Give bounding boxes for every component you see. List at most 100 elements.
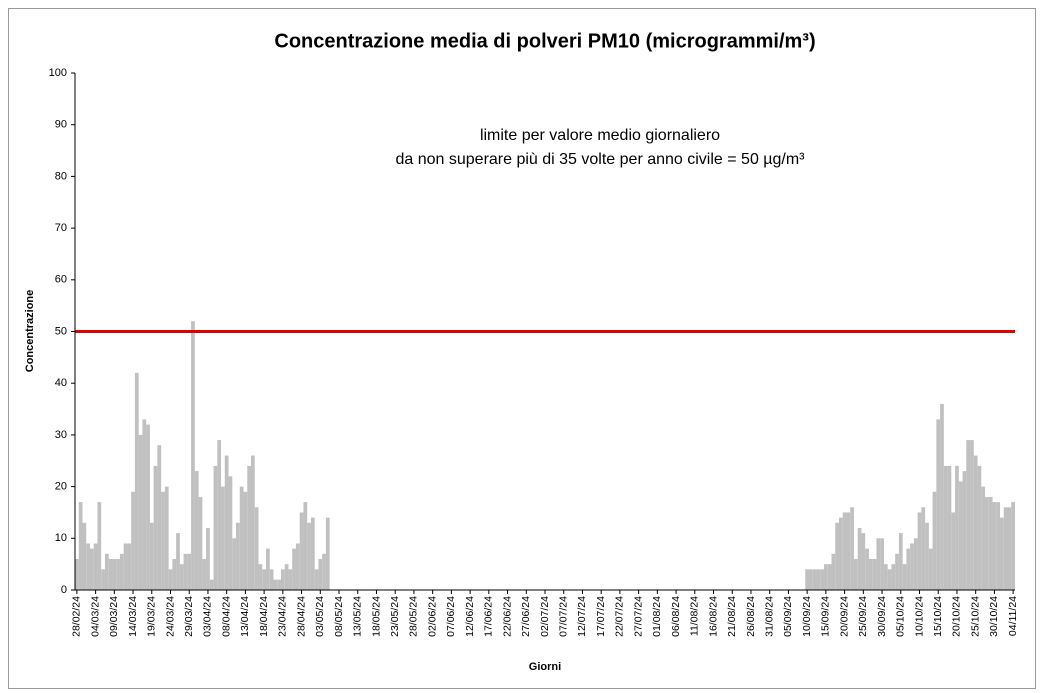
bar — [962, 471, 967, 590]
bar — [228, 476, 233, 590]
y-tick-label: 50 — [55, 325, 67, 337]
bar — [149, 522, 154, 590]
bar — [168, 569, 173, 590]
x-tick-label: 17/06/24 — [483, 596, 495, 637]
y-tick-label: 60 — [55, 274, 67, 286]
bar — [846, 512, 851, 590]
x-tick-label: 27/07/24 — [632, 596, 644, 637]
bar — [842, 512, 847, 590]
bar — [176, 533, 180, 590]
bar — [280, 569, 285, 590]
x-tick-label: 23/05/24 — [389, 596, 401, 637]
bar — [265, 548, 270, 590]
y-tick-label: 70 — [55, 222, 67, 234]
bar — [299, 512, 304, 590]
x-tick-label: 28/05/24 — [408, 596, 420, 637]
bar — [86, 543, 90, 590]
x-tick-label: 19/03/24 — [146, 596, 158, 637]
bar — [322, 553, 326, 590]
bar — [1000, 517, 1004, 590]
bar — [183, 553, 188, 590]
bar — [112, 558, 117, 590]
bar — [853, 558, 858, 590]
y-tick-label: 100 — [49, 67, 67, 79]
x-tick-label: 28/02/24 — [71, 596, 83, 637]
x-tick-label: 12/07/24 — [576, 596, 588, 637]
bar — [269, 569, 274, 590]
bar — [831, 553, 836, 590]
y-tick-label: 10 — [55, 532, 67, 544]
x-tick-label: 02/06/24 — [426, 596, 438, 637]
bar — [116, 558, 120, 590]
bar — [809, 569, 813, 590]
bar — [947, 465, 952, 590]
x-tick-label: 01/08/24 — [651, 596, 663, 637]
bar — [75, 558, 79, 590]
bar — [996, 502, 1001, 590]
bar — [254, 507, 259, 590]
x-tick-label: 18/05/24 — [370, 596, 382, 637]
bar — [936, 419, 941, 590]
x-tick-label: 30/09/24 — [876, 596, 888, 637]
x-tick-label: 02/07/24 — [539, 596, 551, 637]
bar — [891, 564, 896, 590]
x-tick-label: 05/09/24 — [782, 596, 794, 637]
bar — [951, 512, 956, 590]
bar — [973, 455, 978, 590]
bar — [988, 496, 993, 590]
bar — [985, 496, 989, 590]
bar — [883, 564, 888, 590]
bar — [868, 558, 873, 590]
bar — [164, 486, 169, 590]
x-tick-label: 30/10/24 — [988, 596, 1000, 637]
bar — [236, 522, 240, 590]
x-tick-label: 05/10/24 — [895, 596, 907, 637]
bar — [172, 558, 177, 590]
bar — [895, 553, 899, 590]
bar — [217, 440, 222, 590]
bar — [153, 465, 158, 590]
bar — [876, 538, 881, 590]
x-tick-label: 13/05/24 — [352, 596, 364, 637]
bar — [198, 496, 203, 590]
bar — [1011, 502, 1015, 590]
bar — [108, 558, 113, 590]
bar — [906, 548, 911, 590]
bar — [134, 372, 139, 590]
bar — [820, 569, 825, 590]
bar — [258, 564, 263, 590]
bar — [857, 527, 862, 590]
x-tick-label: 17/07/24 — [595, 596, 607, 637]
bar — [89, 548, 94, 590]
bar — [138, 434, 143, 590]
bar — [213, 465, 218, 590]
x-tick-label: 25/09/24 — [857, 596, 869, 637]
x-tick-label: 13/04/24 — [239, 596, 251, 637]
y-tick-label: 20 — [55, 481, 67, 493]
bar — [303, 502, 308, 590]
bar — [288, 569, 293, 590]
x-tick-label: 23/04/24 — [277, 596, 289, 637]
bar — [127, 543, 132, 590]
bar — [977, 465, 982, 590]
x-tick-label: 31/08/24 — [763, 596, 775, 637]
bar — [119, 553, 124, 590]
x-tick-label: 12/06/24 — [464, 596, 476, 637]
bar — [835, 522, 839, 590]
bar — [131, 491, 135, 590]
bar — [157, 445, 162, 590]
x-tick-label: 08/05/24 — [333, 596, 345, 637]
bar — [221, 486, 225, 590]
bar — [850, 507, 854, 590]
x-tick-label: 20/10/24 — [951, 596, 963, 637]
bar — [209, 579, 214, 590]
bar — [872, 558, 877, 590]
x-tick-label: 20/09/24 — [838, 596, 850, 637]
x-tick-label: 04/03/24 — [89, 596, 101, 637]
y-tick-label: 30 — [55, 429, 67, 441]
bar — [880, 538, 884, 590]
bar — [161, 491, 165, 590]
bar — [812, 569, 817, 590]
bar — [838, 517, 843, 590]
bar — [292, 548, 296, 590]
